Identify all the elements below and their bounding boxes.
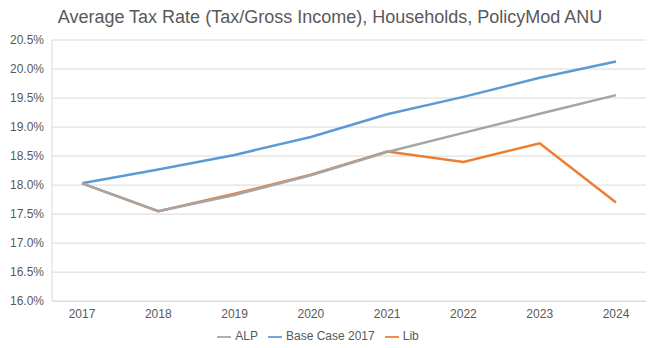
svg-text:2021: 2021: [374, 307, 401, 321]
html-text:Average Tax Rate (Tax/Gross In: Average Tax Rate (Tax/Gross Income), Hou…: [57, 7, 603, 27]
svg-text:17.0%: 17.0%: [10, 236, 44, 250]
svg-text:18.5%: 18.5%: [10, 149, 44, 163]
svg-text:16.5%: 16.5%: [10, 265, 44, 279]
svg-text:2020: 2020: [298, 307, 325, 321]
svg-text:19.0%: 19.0%: [10, 120, 44, 134]
svg-text:16.0%: 16.0%: [10, 294, 44, 308]
html-text:Base Case 2017: Base Case 2017: [286, 329, 375, 344]
svg-text:17.5%: 17.5%: [10, 207, 44, 221]
svg-text:2023: 2023: [526, 307, 553, 321]
html-text:ALP: ALP: [235, 329, 258, 344]
svg-text:20.5%: 20.5%: [10, 34, 44, 47]
svg-text:2019: 2019: [221, 307, 248, 321]
svg-text:2017: 2017: [69, 307, 96, 321]
svg-text:2022: 2022: [450, 307, 477, 321]
svg-text:18.0%: 18.0%: [10, 178, 44, 192]
svg-text:2024: 2024: [603, 307, 630, 321]
html-text:Lib: Lib: [402, 329, 419, 344]
svg-text:20.0%: 20.0%: [10, 62, 44, 76]
svg-text:2018: 2018: [145, 307, 172, 321]
svg-text:19.5%: 19.5%: [10, 91, 44, 105]
